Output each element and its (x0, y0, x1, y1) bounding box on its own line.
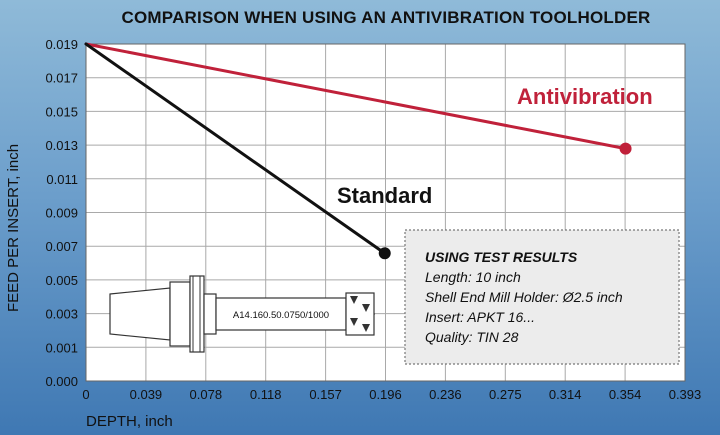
series-endpoint-antivibration (619, 142, 632, 155)
y-tick-labels: 0.000 0.001 0.003 0.005 0.007 0.009 0.011 0.013… (45, 37, 78, 389)
info-line: Quality: TIN 28 (425, 329, 519, 345)
x-tick-label: 0.157 (309, 387, 342, 402)
x-tick-label: 0 (82, 387, 89, 402)
info-box-frame (404, 229, 680, 365)
plot-border (85, 43, 686, 382)
y-tick-label: 0.017 (45, 71, 78, 86)
x-tick-label: 0.078 (190, 387, 223, 402)
x-tick-label: 0.236 (429, 387, 462, 402)
y-tick-label: 0.005 (45, 273, 78, 288)
chart-title: COMPARISON WHEN USING AN ANTIVIBRATION T… (122, 8, 651, 27)
taper-shank (109, 287, 171, 341)
holder-body (215, 297, 347, 331)
x-tick-label: 0.275 (489, 387, 522, 402)
y-tick-label: 0.015 (45, 104, 78, 119)
x-tick-labels: 0 0.039 0.078 0.118 0.157 0.196 0.236 0.275 0.31… (82, 387, 701, 402)
y-tick-label: 0.003 (45, 307, 78, 322)
x-tick-label: 0.354 (609, 387, 642, 402)
toolholder-illustration: A14.160.50.0750/1000 (109, 275, 380, 353)
series-layer (84, 42, 632, 260)
collar (203, 293, 217, 335)
y-axis-label: FEED PER INSERT, inch (5, 144, 22, 312)
y-tick-label: 0.001 (45, 340, 78, 355)
tool-label: A14.160.50.0750/1000 (233, 310, 329, 321)
y-tick-label: 0.000 (45, 374, 78, 389)
insert (350, 296, 358, 304)
series-line-antivibration (84, 42, 628, 151)
insert (350, 318, 358, 326)
info-line: Length: 10 inch (425, 269, 521, 285)
insert (362, 304, 370, 312)
series-label-antivibration: Antivibration (517, 84, 653, 109)
info-line: Shell End Mill Holder: Ø2.5 inch (425, 289, 623, 305)
insert (362, 324, 370, 332)
x-tick-label: 0.314 (549, 387, 582, 402)
y-tick-label: 0.011 (46, 172, 78, 187)
y-tick-label: 0.019 (45, 37, 78, 52)
info-line: Insert: APKT 16... (425, 309, 535, 325)
series-endpoint-standard (378, 247, 391, 260)
x-tick-label: 0.039 (130, 387, 163, 402)
info-box: USING TEST RESULTS Length: 10 inch Shell… (404, 229, 680, 365)
flange-ring (189, 275, 205, 353)
y-tick-label: 0.009 (45, 206, 78, 221)
x-tick-label: 0.196 (369, 387, 402, 402)
x-tick-label: 0.393 (669, 387, 702, 402)
y-tick-label: 0.007 (45, 239, 78, 254)
x-tick-label: 0.118 (250, 387, 282, 402)
x-axis-label: DEPTH, inch (86, 413, 173, 430)
info-box-title: USING TEST RESULTS (425, 249, 578, 265)
series-line-standard (84, 42, 387, 255)
flange (169, 281, 191, 347)
cutter-head (345, 292, 375, 336)
y-tick-label: 0.013 (45, 138, 78, 153)
series-label-standard: Standard (337, 183, 432, 208)
